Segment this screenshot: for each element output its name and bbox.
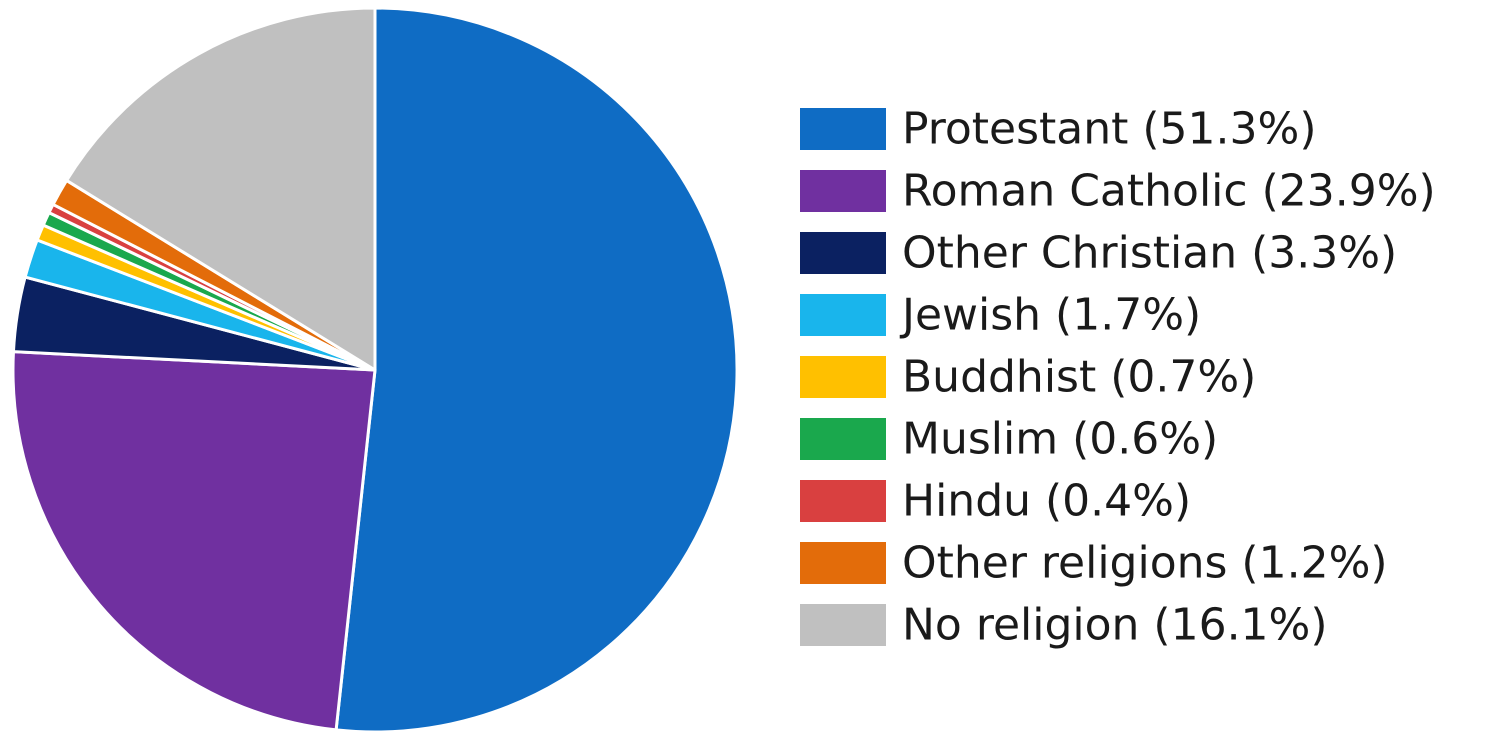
legend-label-4: Buddhist (0.7%)	[902, 352, 1256, 403]
pie-slice-1	[11, 350, 377, 732]
legend-swatch-7	[800, 542, 886, 584]
legend-swatch-5	[800, 418, 886, 460]
legend: Protestant (51.3%) Roman Catholic (23.9%)…	[800, 104, 1436, 651]
legend-swatch-6	[800, 480, 886, 522]
legend-label-1: Roman Catholic (23.9%)	[902, 166, 1436, 217]
legend-label-2: Other Christian (3.3%)	[902, 228, 1397, 279]
legend-label-8: No religion (16.1%)	[902, 600, 1328, 651]
legend-label-0: Protestant (51.3%)	[902, 104, 1317, 155]
legend-label-5: Muslim (0.6%)	[902, 414, 1218, 465]
legend-swatch-2	[800, 232, 886, 274]
legend-swatch-8	[800, 604, 886, 646]
legend-swatch-3	[800, 294, 886, 336]
legend-swatch-4	[800, 356, 886, 398]
pie-slice-8	[65, 6, 377, 372]
legend-label-6: Hindu (0.4%)	[902, 476, 1191, 527]
legend-swatch-1	[800, 170, 886, 212]
legend-label-3: Jewish (1.7%)	[899, 290, 1201, 341]
legend-label-7: Other religions (1.2%)	[902, 538, 1388, 589]
pie-slice-0	[334, 6, 739, 734]
legend-swatch-0	[800, 108, 886, 150]
pie-slices	[11, 6, 739, 734]
